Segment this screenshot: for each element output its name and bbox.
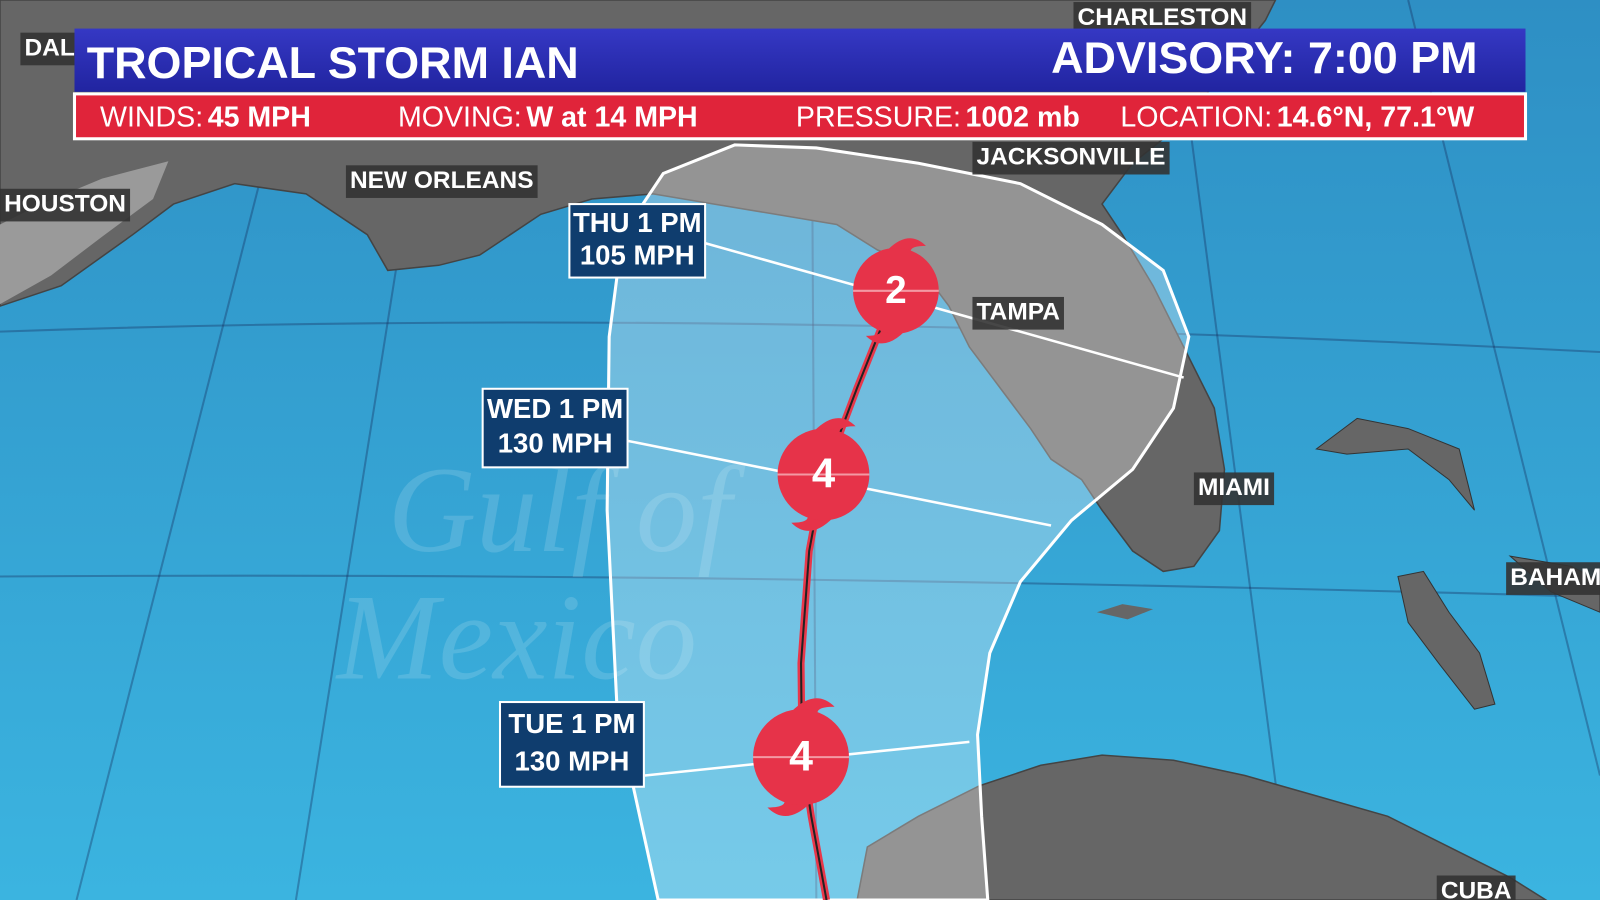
city-label-bg bbox=[20, 32, 79, 66]
city-label: MIAMI bbox=[1193, 472, 1275, 506]
forecast-box-bg bbox=[568, 203, 707, 279]
header: TROPICAL STORM IAN ADVISORY: 7:00 PM WIN… bbox=[72, 28, 1528, 141]
city-label-bg bbox=[972, 141, 1170, 175]
bahamas-land bbox=[1397, 570, 1496, 710]
storm-title: TROPICAL STORM IAN bbox=[87, 37, 579, 88]
forecast-winds: 105 MPH bbox=[580, 239, 695, 270]
bahamas-land bbox=[1315, 417, 1475, 511]
lat-line bbox=[0, 574, 1600, 598]
stats-bar bbox=[72, 92, 1528, 141]
city-label-bg bbox=[0, 188, 131, 222]
advisory-time: ADVISORY: 7:00 PM bbox=[1051, 32, 1477, 83]
city-name: BAHAM bbox=[1510, 564, 1600, 591]
title-bar bbox=[74, 28, 1526, 92]
storm-icons: 2 4 4 bbox=[753, 238, 939, 817]
stat-label: MOVING: bbox=[398, 101, 522, 133]
watermark-text: Mexico bbox=[335, 571, 697, 706]
stats: WINDS: 45 MPH MOVING: W at 14 MPH PRESSURE… bbox=[100, 101, 1474, 133]
city-label-bg bbox=[345, 165, 538, 198]
stat-label: LOCATION: bbox=[1120, 101, 1272, 133]
stat-value: W at 14 MPH bbox=[526, 101, 697, 133]
stat-value: 14.6°N, 77.1°W bbox=[1277, 101, 1475, 133]
city-name: TAMPA bbox=[977, 299, 1061, 326]
city-label: BAHAM bbox=[1506, 562, 1600, 595]
storm-icon: 2 bbox=[853, 238, 939, 344]
city-label-bg bbox=[1193, 472, 1275, 506]
forecast-box-bg bbox=[481, 387, 629, 469]
city-name: HOUSTON bbox=[4, 191, 126, 218]
storm-category: 4 bbox=[812, 450, 836, 497]
cuba-land bbox=[856, 754, 1548, 900]
lat-line bbox=[0, 321, 1600, 354]
city-label: HOUSTON bbox=[0, 188, 131, 222]
storm-category: 2 bbox=[885, 269, 907, 312]
city-name: JACKSONVILLE bbox=[977, 144, 1166, 171]
forecast-winds: 130 MPH bbox=[498, 428, 613, 459]
forecast-box: WED 1 PM 130 MPH bbox=[481, 387, 629, 469]
forecast-line bbox=[703, 241, 1185, 379]
lon-line bbox=[1172, 0, 1292, 900]
forecast-time: WED 1 PM bbox=[487, 393, 623, 424]
city-name: CHARLESTON bbox=[1078, 4, 1247, 31]
forecast-time: TUE 1 PM bbox=[508, 708, 635, 739]
city-label: DAL bbox=[20, 32, 79, 66]
forecast-box: TUE 1 PM 130 MPH bbox=[498, 701, 645, 788]
city-label: NEW ORLEANS bbox=[345, 165, 538, 198]
city-name: MIAMI bbox=[1198, 474, 1270, 501]
forecast-box-bg bbox=[498, 701, 645, 788]
stat-label: WINDS: bbox=[100, 101, 203, 133]
forecast-winds: 130 MPH bbox=[515, 745, 630, 776]
track-core bbox=[799, 290, 897, 900]
stat: WINDS: 45 MPH bbox=[100, 101, 311, 133]
city-label: CUBA bbox=[1436, 875, 1516, 900]
stat: MOVING: W at 14 MPH bbox=[398, 101, 698, 133]
city-label-bg bbox=[972, 296, 1064, 330]
city-name: CUBA bbox=[1441, 877, 1512, 900]
storm-icon: 4 bbox=[753, 698, 849, 817]
stat-value: 45 MPH bbox=[208, 101, 311, 133]
us-land bbox=[0, 0, 1277, 573]
city-name: NEW ORLEANS bbox=[350, 167, 534, 194]
forecast-cone bbox=[605, 143, 1191, 900]
stat-value: 1002 mb bbox=[966, 101, 1080, 133]
city-name: DAL bbox=[24, 34, 74, 61]
storm-category: 4 bbox=[789, 732, 813, 780]
stat-label: PRESSURE: bbox=[796, 101, 961, 133]
city-label: JACKSONVILLE bbox=[972, 141, 1170, 175]
city-label: TAMPA bbox=[972, 296, 1064, 330]
stat: PRESSURE: 1002 mb bbox=[796, 101, 1080, 133]
keys-land bbox=[1096, 604, 1154, 620]
forecast-time: THU 1 PM bbox=[573, 207, 702, 238]
stat: LOCATION: 14.6°N, 77.1°W bbox=[1120, 101, 1474, 133]
city-label-bg bbox=[1506, 562, 1600, 595]
city-label-bg bbox=[1436, 875, 1516, 900]
storm-icon: 4 bbox=[777, 418, 870, 531]
